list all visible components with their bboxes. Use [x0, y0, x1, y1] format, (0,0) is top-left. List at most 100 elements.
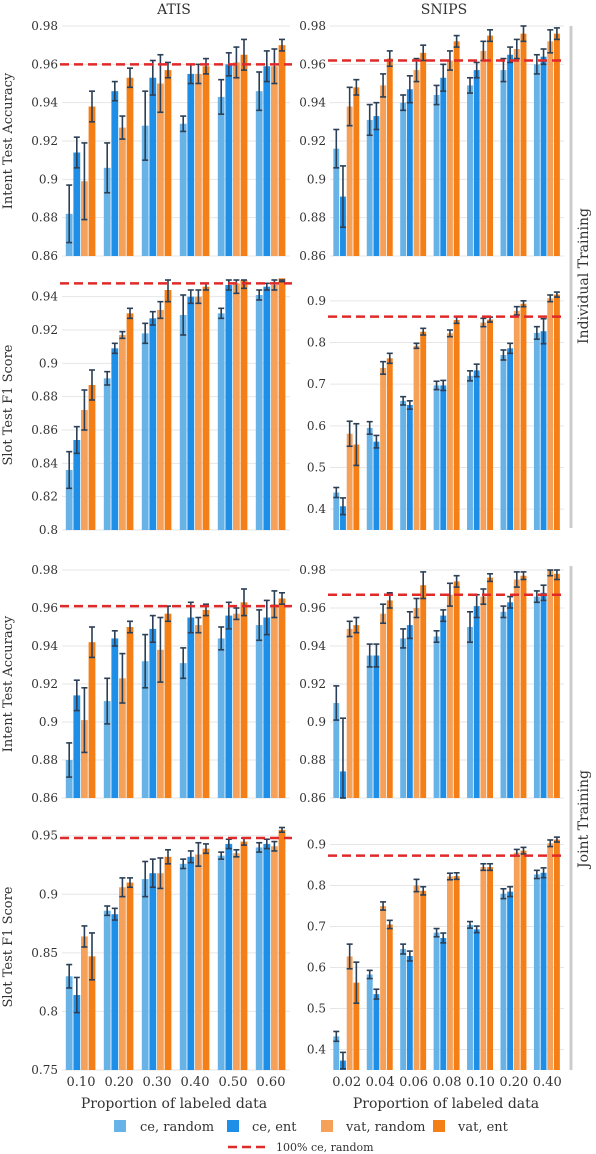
bar	[467, 375, 473, 530]
x-tick-label: 0.20	[105, 1075, 134, 1090]
bar	[179, 663, 187, 798]
x-tick-label: 0.40	[181, 1075, 210, 1090]
bar	[413, 70, 420, 256]
y-tick-label: 0.7	[307, 377, 326, 391]
bar	[547, 298, 554, 530]
legend-label-vat-random: vat, random	[345, 1120, 425, 1135]
bar	[179, 315, 187, 530]
y-tick-label: 0.9	[39, 172, 58, 186]
bar	[453, 320, 460, 530]
y-tick-label: 0.92	[299, 134, 326, 148]
bar	[255, 91, 263, 257]
y-tick-label: 0.94	[299, 96, 326, 110]
x-tick-label: 0.60	[257, 1075, 286, 1090]
bar	[240, 54, 248, 256]
bar	[473, 70, 480, 256]
bar	[373, 994, 380, 1070]
bar	[453, 876, 460, 1070]
bar	[467, 924, 473, 1070]
y-tick-label: 0.98	[299, 19, 326, 33]
bar	[195, 625, 202, 798]
bar	[380, 367, 387, 530]
y-tick-label: 0.8	[39, 523, 58, 537]
bar	[271, 846, 278, 1070]
bar	[111, 914, 119, 1070]
bar	[487, 35, 493, 257]
bar	[380, 906, 387, 1070]
y-tick-label: 0.95	[31, 829, 58, 843]
bar	[73, 152, 81, 256]
bar	[346, 106, 353, 256]
bar	[255, 625, 263, 798]
bar	[65, 470, 73, 530]
bar	[225, 843, 233, 1070]
bar	[346, 628, 353, 798]
bar	[507, 602, 514, 798]
bar	[271, 604, 278, 798]
bar	[217, 855, 225, 1070]
legend-swatch-ce-ent	[227, 1120, 239, 1132]
bar	[202, 286, 210, 530]
y-tick-label: 0.96	[31, 57, 58, 71]
bar	[540, 56, 547, 256]
bar	[164, 613, 172, 798]
bar	[73, 695, 81, 798]
bar	[103, 701, 111, 798]
bar	[353, 444, 360, 530]
bar	[467, 627, 473, 798]
x-tick-label: 0.10	[466, 1075, 495, 1090]
bar	[73, 440, 81, 530]
bar	[540, 592, 547, 798]
bar	[413, 608, 420, 798]
bar	[440, 77, 447, 256]
y-tick-label: 0.4	[307, 502, 326, 516]
bar	[126, 882, 134, 1070]
y-tick-label: 0.6	[307, 961, 326, 975]
bar	[263, 617, 271, 798]
bar	[520, 575, 527, 798]
bar	[453, 41, 460, 257]
chart-panel-3: 0.4 0.5 0.6 0.7 0.8 0.9	[307, 291, 566, 530]
bar	[81, 410, 88, 530]
x-axis-label-atis: Proportion of labeled data	[81, 1096, 267, 1112]
bar	[81, 936, 88, 1070]
y-tick-label: 0.96	[299, 57, 326, 71]
bar	[553, 573, 560, 798]
bar	[440, 937, 447, 1070]
bar	[380, 85, 387, 257]
bar	[433, 385, 440, 530]
bar	[164, 856, 172, 1070]
bar	[440, 615, 447, 798]
legend-label-ce-ent: ce, ent	[252, 1120, 297, 1135]
bar	[400, 400, 407, 530]
y-tick-label: 0.8	[307, 336, 326, 350]
bar	[111, 348, 119, 530]
bar	[271, 66, 278, 256]
bar	[366, 119, 373, 257]
y-tick-label: 0.86	[31, 249, 58, 263]
y-tick-label: 0.88	[31, 753, 58, 767]
bar	[507, 54, 514, 256]
bar	[353, 87, 360, 256]
y-tick-label: 0.98	[31, 19, 58, 33]
bar	[187, 73, 195, 257]
chart-panel-1: 0.86 0.88 0.9 0.92 0.94 0.96 0.98	[299, 19, 566, 263]
x-tick-label: 0.20	[499, 1075, 528, 1090]
bar	[547, 41, 554, 257]
bar	[373, 116, 380, 256]
bar	[507, 891, 514, 1070]
bar	[103, 910, 111, 1070]
bar	[164, 290, 172, 530]
y-tick-label: 0.4	[307, 1043, 326, 1057]
bar	[400, 102, 407, 257]
bar	[179, 863, 187, 1070]
bar	[255, 847, 263, 1070]
bar	[88, 956, 96, 1070]
bar	[81, 720, 88, 798]
bar	[141, 333, 149, 530]
y-tick-label: 0.9	[307, 838, 326, 852]
bar	[233, 613, 240, 798]
y-tick-label: 0.98	[299, 563, 326, 577]
bar	[217, 96, 225, 257]
chart-panel-2: 0.8 0.82 0.84 0.86 0.88 0.9 0.92 0.94 Slot Test …	[1, 278, 292, 537]
